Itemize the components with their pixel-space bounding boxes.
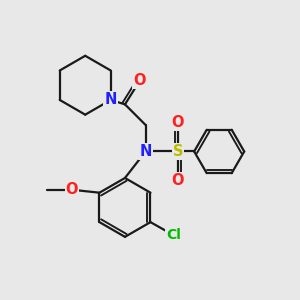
Text: N: N xyxy=(140,144,152,159)
Text: S: S xyxy=(173,144,183,159)
Text: O: O xyxy=(172,173,184,188)
Text: O: O xyxy=(66,182,78,197)
Text: N: N xyxy=(104,92,117,107)
Text: O: O xyxy=(134,73,146,88)
Text: O: O xyxy=(172,115,184,130)
Text: Cl: Cl xyxy=(167,228,182,242)
